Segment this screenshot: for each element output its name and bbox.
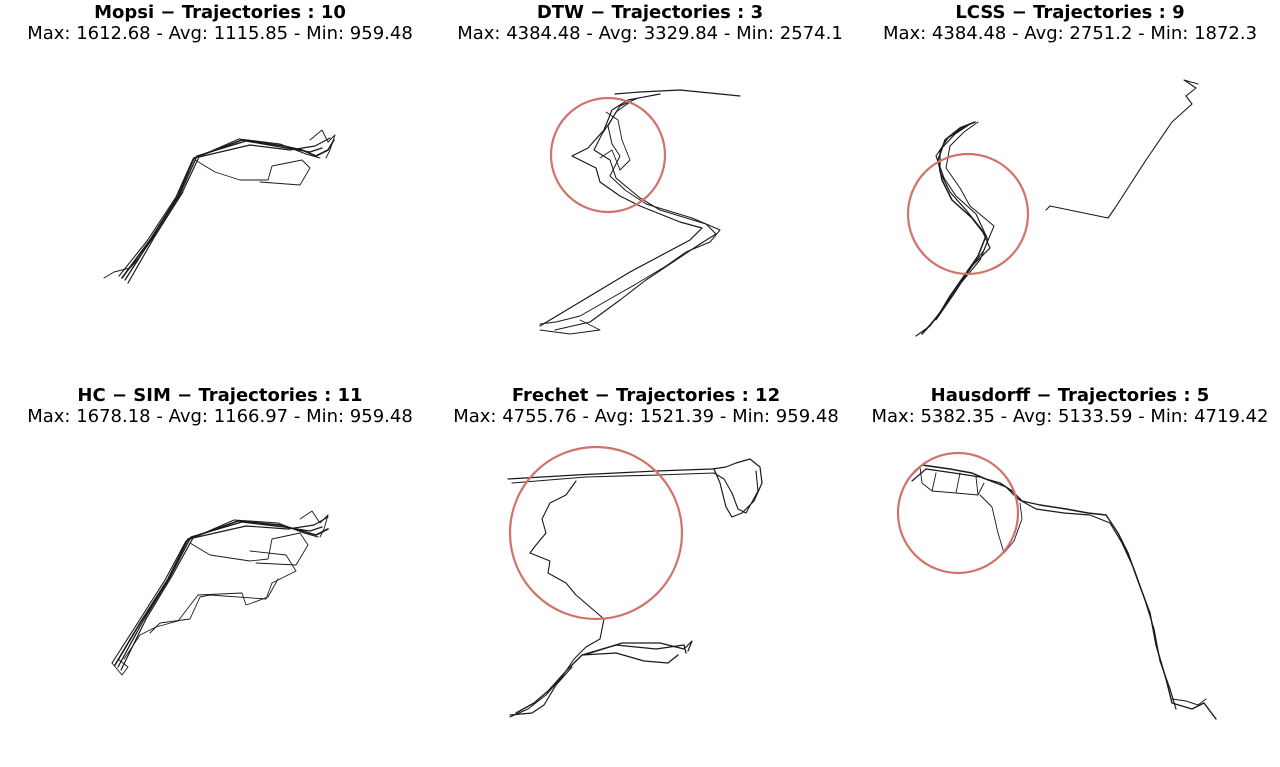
trajectory xyxy=(507,458,763,518)
trajectory-group xyxy=(915,79,1199,337)
trajectory xyxy=(911,468,1177,710)
trajectory xyxy=(149,550,297,634)
trajectory xyxy=(118,138,321,277)
highlight-circle xyxy=(549,96,667,214)
panel-title: Hausdorff − Trajectories : 5 xyxy=(930,385,1210,406)
trajectory-plot xyxy=(103,129,336,284)
trajectory xyxy=(511,470,759,514)
trajectory xyxy=(599,111,631,171)
trajectory xyxy=(583,640,693,656)
trajectory xyxy=(103,191,184,279)
highlight-circle xyxy=(508,445,684,621)
trajectory xyxy=(1045,79,1199,219)
trajectory-group xyxy=(907,464,1217,720)
panel-hc-sim: HC − SIM − Trajectories : 11 Max: 1678.1… xyxy=(10,383,430,753)
trajectory xyxy=(299,510,329,538)
panel-stats: Max: 4755.76 - Avg: 1521.39 - Min: 959.4… xyxy=(453,406,839,427)
trajectory xyxy=(915,125,989,337)
highlight-circle xyxy=(906,152,1030,276)
panel-mopsi: Mopsi − Trajectories : 10 Max: 1612.68 -… xyxy=(10,0,430,370)
panel-hausdorff: Hausdorff − Trajectories : 5 Max: 5382.3… xyxy=(860,383,1280,753)
trajectory-plot xyxy=(896,451,1217,720)
trajectory-plot xyxy=(111,510,329,676)
panel-stats: Max: 4384.48 - Avg: 3329.84 - Min: 2574.… xyxy=(457,23,843,44)
panel-title: DTW − Trajectories : 3 xyxy=(536,2,764,23)
panel-stats: Max: 5382.35 - Avg: 5133.59 - Min: 4719.… xyxy=(871,406,1269,427)
trajectory xyxy=(979,494,1023,554)
trajectory xyxy=(111,658,129,676)
trajectory xyxy=(111,519,319,664)
trajectory xyxy=(123,578,279,660)
trajectory xyxy=(1171,698,1207,706)
panel-stats: Max: 1612.68 - Avg: 1115.85 - Min: 959.4… xyxy=(27,23,413,44)
trajectory xyxy=(127,137,331,284)
trajectory xyxy=(120,516,329,671)
highlight-circle xyxy=(896,451,1020,575)
panel-title: HC − SIM − Trajectories : 11 xyxy=(77,385,363,406)
trajectory xyxy=(117,521,323,668)
trajectory-plot xyxy=(906,79,1199,337)
trajectory-group xyxy=(103,129,336,284)
trajectory xyxy=(907,464,1217,720)
trajectory xyxy=(189,532,309,566)
trajectory xyxy=(309,129,336,159)
trajectory xyxy=(124,140,323,281)
trajectory-plot xyxy=(507,445,763,718)
trajectory xyxy=(194,159,311,186)
trajectory xyxy=(539,89,741,327)
trajectory-group xyxy=(507,458,763,718)
panel-frechet: Frechet − Trajectories : 12 Max: 4755.76… xyxy=(436,383,856,753)
panel-title: LCSS − Trajectories : 9 xyxy=(955,2,1185,23)
trajectory-group xyxy=(111,510,329,676)
trajectory xyxy=(509,666,573,716)
trajectory xyxy=(935,121,995,321)
panel-lcss: LCSS − Trajectories : 9 Max: 4384.48 - A… xyxy=(860,0,1280,370)
trajectory xyxy=(554,97,717,331)
panel-stats: Max: 4384.48 - Avg: 2751.2 - Min: 1872.3 xyxy=(882,23,1258,44)
trajectory xyxy=(114,520,329,666)
panel-dtw: DTW − Trajectories : 3 Max: 4384.48 - Av… xyxy=(440,0,860,370)
trajectory xyxy=(515,644,687,714)
panel-title: Frechet − Trajectories : 12 xyxy=(511,385,781,406)
trajectory xyxy=(539,101,721,325)
trajectory-plot xyxy=(539,89,741,335)
trajectory xyxy=(539,319,601,335)
trajectory xyxy=(919,466,985,496)
panel-stats: Max: 1678.18 - Avg: 1166.97 - Min: 959.4… xyxy=(27,406,413,427)
panel-title: Mopsi − Trajectories : 10 xyxy=(94,2,346,23)
trajectory-group xyxy=(539,89,741,335)
